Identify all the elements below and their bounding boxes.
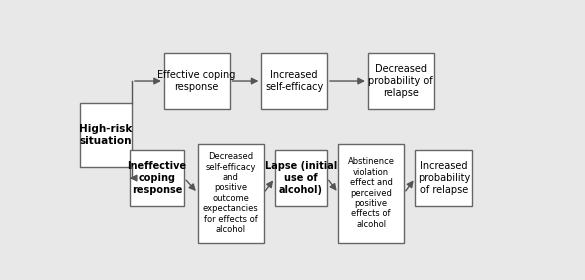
Bar bbox=[338, 144, 404, 243]
Bar bbox=[275, 150, 327, 206]
Text: Decreased
self-efficacy
and
positive
outcome
expectancies
for effects of
alcohol: Decreased self-efficacy and positive out… bbox=[203, 152, 259, 234]
Text: Decreased
probability of
relapse: Decreased probability of relapse bbox=[369, 64, 433, 98]
Bar bbox=[80, 102, 132, 167]
Text: Increased
self-efficacy: Increased self-efficacy bbox=[265, 70, 324, 92]
Bar bbox=[415, 150, 472, 206]
Text: Ineffective
coping
response: Ineffective coping response bbox=[128, 162, 187, 195]
Text: Lapse (initial
use of
alcohol): Lapse (initial use of alcohol) bbox=[265, 162, 337, 195]
Bar bbox=[368, 53, 433, 109]
Bar bbox=[261, 53, 327, 109]
Text: Increased
probability
of relapse: Increased probability of relapse bbox=[418, 162, 470, 195]
Text: Effective coping
response: Effective coping response bbox=[157, 70, 236, 92]
Text: High-risk
situation: High-risk situation bbox=[80, 124, 133, 146]
Bar bbox=[164, 53, 229, 109]
Bar bbox=[130, 150, 184, 206]
Text: Abstinence
violation
effect and
perceived
positive
effects of
alcohol: Abstinence violation effect and perceive… bbox=[347, 157, 395, 229]
Bar bbox=[198, 144, 263, 243]
